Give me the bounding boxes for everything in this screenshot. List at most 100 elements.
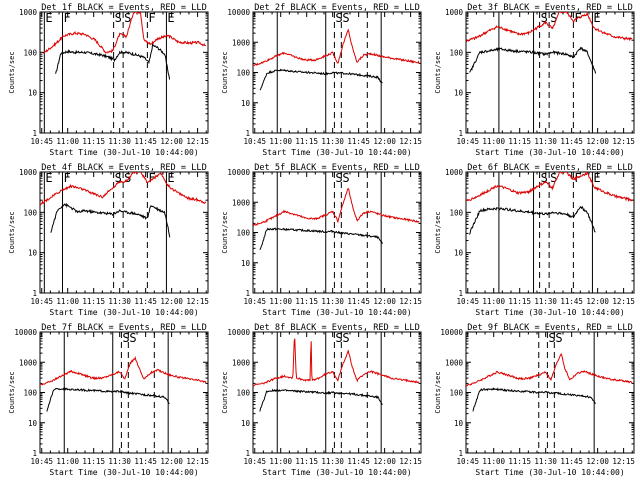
x-axis-label: Start Time (30-Jul-10 10:44:00) xyxy=(262,308,411,317)
x-tick-label: 10:45 xyxy=(30,297,53,306)
y-tick-label: 10 xyxy=(28,419,38,428)
marker-label: S xyxy=(122,331,129,345)
x-tick-label: 12:00 xyxy=(586,457,609,466)
y-tick-label: 1000 xyxy=(232,38,251,47)
x-tick-label: 10:45 xyxy=(243,457,266,466)
marker-label: F xyxy=(64,171,71,185)
plot-frame xyxy=(465,11,635,134)
x-tick-label: 10:45 xyxy=(456,137,479,146)
y-tick-label: 100 xyxy=(236,389,250,398)
chart-title: Det 7f BLACK = Events, RED = LLD xyxy=(41,323,207,333)
y-tick-label: 1 xyxy=(32,289,37,298)
marker-label: S xyxy=(548,331,555,345)
chart-title: Det 6f BLACK = Events, RED = LLD xyxy=(467,163,633,173)
y-axis-label: Counts/sec xyxy=(434,51,442,93)
x-axis-label: Start Time (30-Jul-10 10:44:00) xyxy=(262,148,411,157)
y-tick-label: 1 xyxy=(32,129,37,138)
plot-frame xyxy=(39,11,209,134)
plot-frame xyxy=(465,171,635,294)
x-tick-label: 11:45 xyxy=(134,297,157,306)
x-tick-label: 12:15 xyxy=(612,137,635,146)
plot-frame xyxy=(39,171,209,294)
y-axis-label: Counts/sec xyxy=(8,51,16,93)
y-tick-label: 10 xyxy=(241,419,251,428)
marker-label: E xyxy=(593,11,600,25)
x-axis-label: Start Time (30-Jul-10 10:44:00) xyxy=(49,148,198,157)
y-tick-label: 10000 xyxy=(227,8,250,17)
x-tick-label: 12:00 xyxy=(160,457,183,466)
y-tick-label: 1 xyxy=(458,449,463,458)
x-tick-label: 11:30 xyxy=(108,137,131,146)
marker-label: S xyxy=(115,171,122,185)
series-events-line xyxy=(50,202,171,238)
series-events-line xyxy=(469,205,596,235)
chart-title: Det 3f BLACK = Events, RED = LLD xyxy=(467,3,633,13)
y-tick-label: 100 xyxy=(236,229,250,238)
y-axis-label: Counts/sec xyxy=(221,211,229,253)
x-tick-label: 11:15 xyxy=(82,137,105,146)
x-tick-label: 10:45 xyxy=(456,297,479,306)
x-tick-label: 11:15 xyxy=(508,297,531,306)
marker-label: S xyxy=(342,11,349,25)
x-axis-label: Start Time (30-Jul-10 10:44:00) xyxy=(475,148,624,157)
marker-label: S xyxy=(550,11,557,25)
series-lld-line xyxy=(466,352,633,387)
x-tick-label: 12:00 xyxy=(373,297,396,306)
x-tick-label: 11:00 xyxy=(56,137,79,146)
x-tick-label: 11:45 xyxy=(134,137,157,146)
y-axis-label: Counts/sec xyxy=(434,211,442,253)
marker-label: F xyxy=(148,171,155,185)
x-tick-label: 11:30 xyxy=(534,137,557,146)
x-tick-label: 11:15 xyxy=(295,137,318,146)
series-events-line xyxy=(472,387,596,412)
y-tick-label: 100 xyxy=(236,69,250,78)
chart-title: Det 9f BLACK = Events, RED = LLD xyxy=(467,323,633,333)
y-tick-label: 100 xyxy=(449,208,463,217)
x-tick-label: 10:45 xyxy=(243,137,266,146)
y-tick-label: 1 xyxy=(458,129,463,138)
x-axis-label: Start Time (30-Jul-10 10:44:00) xyxy=(262,468,411,477)
x-tick-label: 11:30 xyxy=(321,137,344,146)
chart-panel-2: Det 2f BLACK = Events, RED = LLD 1 10 100 10… xyxy=(221,3,422,157)
x-tick-label: 11:45 xyxy=(347,297,370,306)
chart-title: Det 2f BLACK = Events, RED = LLD xyxy=(254,3,420,13)
chart-title: Det 8f BLACK = Events, RED = LLD xyxy=(254,323,420,333)
x-tick-label: 11:45 xyxy=(347,137,370,146)
x-tick-label: 11:00 xyxy=(269,297,292,306)
x-axis-label: Start Time (30-Jul-10 10:44:00) xyxy=(475,308,624,317)
y-tick-label: 100 xyxy=(23,48,37,57)
x-tick-label: 11:45 xyxy=(560,457,583,466)
chart-panel-3: Det 3f BLACK = Events, RED = LLD 1 10 100 10… xyxy=(434,3,635,157)
series-lld-line xyxy=(253,28,420,67)
series-events-line xyxy=(259,68,383,91)
chart-panel-5: Det 5f BLACK = Events, RED = LLD 1 10 100 10… xyxy=(221,163,422,317)
marker-label: S xyxy=(115,11,122,25)
y-tick-label: 10 xyxy=(241,259,251,268)
x-tick-label: 10:45 xyxy=(30,137,53,146)
marker-label: E xyxy=(167,11,174,25)
y-tick-label: 10 xyxy=(28,249,38,258)
chart-title: Det 1f BLACK = Events, RED = LLD xyxy=(41,3,207,13)
x-tick-label: 11:30 xyxy=(321,457,344,466)
marker-label: S xyxy=(335,331,342,345)
series-lld-line xyxy=(253,187,420,227)
x-tick-label: 11:45 xyxy=(560,137,583,146)
chart-panel-8: Det 8f BLACK = Events, RED = LLD 1 10 100 10… xyxy=(221,323,422,477)
x-tick-label: 11:00 xyxy=(56,457,79,466)
marker-label: S xyxy=(550,171,557,185)
x-tick-label: 11:00 xyxy=(482,297,505,306)
marker-label: F xyxy=(574,171,581,185)
x-tick-label: 11:45 xyxy=(134,457,157,466)
x-tick-label: 10:45 xyxy=(243,297,266,306)
x-tick-label: 11:15 xyxy=(82,297,105,306)
x-tick-label: 12:15 xyxy=(399,457,422,466)
x-tick-label: 12:00 xyxy=(160,137,183,146)
x-tick-label: 11:30 xyxy=(534,297,557,306)
x-tick-label: 12:00 xyxy=(160,297,183,306)
x-tick-label: 12:15 xyxy=(186,137,209,146)
marker-label: S xyxy=(342,331,349,345)
marker-label: F xyxy=(64,11,71,25)
x-tick-label: 11:15 xyxy=(82,457,105,466)
